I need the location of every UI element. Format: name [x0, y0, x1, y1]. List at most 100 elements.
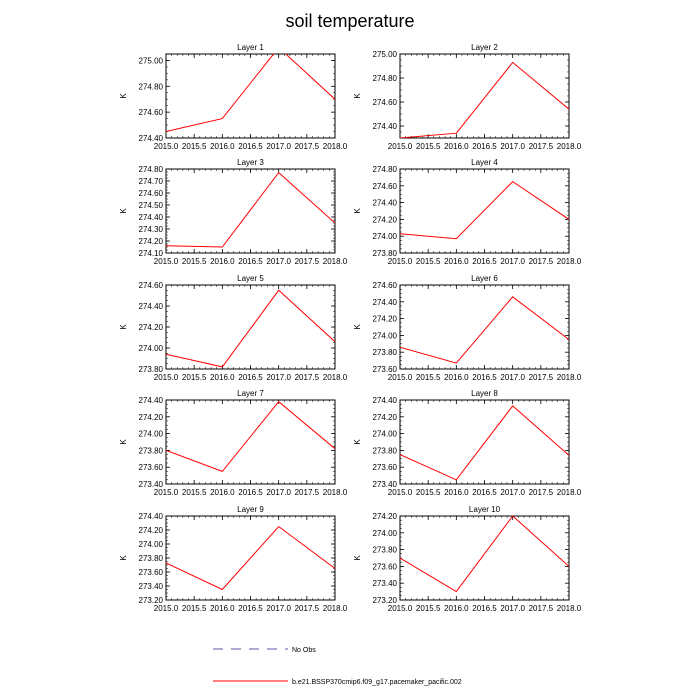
series-line: [400, 180, 569, 240]
y-tick-label: 273.80: [373, 249, 398, 258]
panel-6: Layer 6 2015.0 2015.5 2016.0 2016.5 2017.0 201…: [353, 274, 582, 382]
y-tick-label: 274.20: [373, 413, 398, 422]
x-tick-label: 2016.0: [444, 257, 469, 266]
panel-title: Layer 3: [237, 158, 264, 167]
x-tick-label: 2018.0: [323, 604, 348, 613]
x-tick-label: 2015.5: [416, 488, 441, 497]
x-tick-label: 2017.5: [529, 257, 554, 266]
y-axis-label: K: [119, 555, 128, 561]
y-tick-label: 273.40: [139, 480, 164, 489]
y-tick-label: 273.60: [373, 365, 398, 374]
x-tick-label: 2016.0: [444, 604, 469, 613]
series-line: [400, 296, 569, 364]
x-tick-label: 2016.0: [210, 604, 235, 613]
y-axis-label: K: [119, 439, 128, 445]
panel-9: Layer 9 2015.0 2015.5 2016.0 2016.5 2017.0 201…: [119, 505, 348, 613]
y-tick-label: 275.00: [139, 56, 164, 65]
x-tick-label: 2017.0: [500, 604, 525, 613]
y-tick-label: 273.20: [139, 596, 164, 605]
y-tick-label: 274.80: [373, 165, 398, 174]
x-tick-label: 2017.5: [529, 142, 554, 151]
x-tick-label: 2017.5: [529, 373, 554, 382]
y-axis-label: K: [119, 208, 128, 214]
x-tick-label: 2015.0: [154, 142, 179, 151]
x-tick-label: 2015.5: [182, 373, 207, 382]
y-axis-label: K: [119, 324, 128, 330]
y-tick-label: 274.20: [139, 526, 164, 535]
y-tick-label: 274.50: [139, 201, 164, 210]
panel-title: Layer 8: [471, 389, 498, 398]
panel-title: Layer 6: [471, 274, 498, 283]
panel-frame: [399, 399, 570, 485]
y-tick-label: 274.60: [139, 189, 164, 198]
series-line: [166, 289, 335, 368]
panel-2: Layer 2 2015.0 2015.5 2016.0 2016.5 2017.0 201…: [353, 43, 582, 151]
panel-title: Layer 2: [471, 43, 498, 52]
y-tick-label: 274.40: [139, 396, 164, 405]
x-tick-label: 2015.0: [388, 373, 413, 382]
y-tick-label: 274.70: [139, 177, 164, 186]
y-tick-label: 274.10: [139, 249, 164, 258]
y-tick-label: 274.20: [139, 413, 164, 422]
panel-3: Layer 3 2015.0 2015.5 2016.0 2016.5 2017.0 201…: [119, 158, 348, 266]
x-tick-label: 2015.5: [182, 142, 207, 151]
y-tick-label: 274.20: [373, 315, 398, 324]
y-tick-label: 273.40: [373, 480, 398, 489]
panel-4: Layer 4 2015.0 2015.5 2016.0 2016.5 2017.0 201…: [353, 158, 582, 266]
y-tick-label: 274.00: [139, 430, 164, 439]
y-tick-label: 274.40: [373, 122, 398, 131]
y-tick-label: 274.40: [139, 512, 164, 521]
x-tick-label: 2015.5: [182, 604, 207, 613]
x-tick-label: 2015.0: [154, 373, 179, 382]
x-tick-label: 2016.5: [238, 488, 263, 497]
x-tick-label: 2015.5: [416, 373, 441, 382]
panel-frame: [399, 515, 570, 601]
y-tick-label: 275.00: [373, 50, 398, 59]
panel-1: Layer 1 2015.0 2015.5 2016.0 2016.5 2017.0 201…: [119, 43, 348, 151]
x-tick-label: 2017.0: [500, 142, 525, 151]
y-tick-label: 274.20: [373, 215, 398, 224]
x-tick-label: 2017.5: [295, 373, 320, 382]
panel-10: Layer 10 2015.0 2015.5 2016.0 2016.5 2017.0 20…: [353, 505, 582, 613]
x-tick-label: 2016.5: [472, 373, 497, 382]
x-tick-label: 2017.0: [266, 488, 291, 497]
y-tick-label: 274.00: [139, 540, 164, 549]
panel-7: Layer 7 2015.0 2015.5 2016.0 2016.5 2017.0 201…: [119, 389, 348, 497]
y-tick-label: 274.80: [373, 74, 398, 83]
panel-title: Layer 10: [469, 505, 501, 514]
x-tick-label: 2018.0: [323, 373, 348, 382]
legend-label-model: b.e21.BSSP370cmip6.f09_g17.pacemaker_pac…: [292, 679, 462, 686]
y-tick-label: 274.60: [373, 98, 398, 107]
x-tick-label: 2017.5: [295, 488, 320, 497]
x-tick-label: 2017.0: [500, 488, 525, 497]
x-tick-label: 2016.0: [210, 373, 235, 382]
y-tick-label: 274.40: [373, 199, 398, 208]
y-tick-label: 273.80: [373, 546, 398, 555]
x-tick-label: 2015.0: [154, 488, 179, 497]
x-tick-label: 2016.0: [444, 373, 469, 382]
x-tick-label: 2016.0: [444, 488, 469, 497]
x-tick-label: 2017.5: [529, 488, 554, 497]
x-tick-label: 2018.0: [557, 142, 582, 151]
x-tick-label: 2016.5: [472, 604, 497, 613]
panel-8: Layer 8 2015.0 2015.5 2016.0 2016.5 2017.0 201…: [353, 389, 582, 497]
y-tick-label: 274.40: [139, 134, 164, 143]
x-tick-label: 2017.0: [500, 257, 525, 266]
x-tick-label: 2018.0: [557, 488, 582, 497]
x-tick-label: 2015.0: [154, 257, 179, 266]
y-tick-label: 273.60: [139, 568, 164, 577]
y-tick-label: 273.80: [139, 365, 164, 374]
series-line: [166, 525, 335, 591]
x-tick-label: 2016.5: [472, 488, 497, 497]
y-tick-label: 274.40: [373, 396, 398, 405]
x-tick-label: 2016.5: [472, 257, 497, 266]
x-tick-label: 2015.5: [182, 488, 207, 497]
x-tick-label: 2018.0: [323, 257, 348, 266]
x-tick-label: 2017.5: [295, 142, 320, 151]
x-tick-label: 2016.5: [238, 373, 263, 382]
y-tick-label: 273.40: [139, 582, 164, 591]
panel-frame: [399, 168, 570, 254]
chart-title: soil temperature: [285, 11, 414, 31]
